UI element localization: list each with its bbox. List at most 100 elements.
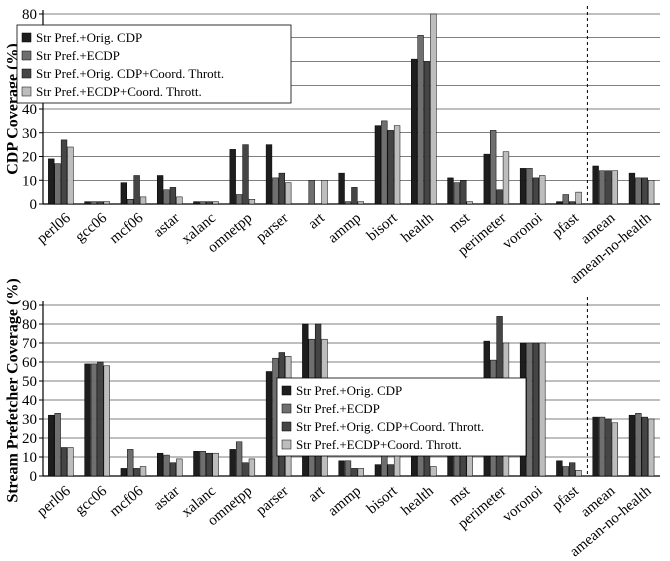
bar (539, 342, 546, 477)
y-tick-label: 30 (22, 412, 37, 428)
y-tick-label: 80 (22, 317, 37, 333)
bar (605, 418, 612, 477)
bar (635, 177, 642, 205)
category-label: ammp (325, 483, 364, 519)
bar (265, 144, 273, 205)
category-label: ammp (325, 210, 364, 246)
bar (127, 199, 134, 205)
bar (169, 462, 177, 477)
bar (90, 363, 98, 477)
bar (374, 125, 382, 205)
bar (67, 447, 74, 477)
category-label: pfast (549, 210, 582, 242)
legend-box (276, 377, 527, 457)
bar (466, 201, 473, 205)
bar (127, 449, 134, 477)
bar (169, 187, 177, 205)
category-label: mst (446, 210, 474, 237)
bar (338, 460, 345, 477)
y-tick-label: 90 (22, 298, 37, 314)
legend-label: Str Pref.+Orig. CDP+Coord. Thrott. (296, 419, 484, 434)
bar (139, 196, 147, 205)
y-tick-label: 40 (22, 102, 37, 118)
y-tick-label: 20 (22, 431, 37, 447)
category-label: mcf06 (107, 483, 147, 520)
y-tick-label: 80 (22, 7, 37, 23)
bar (539, 175, 546, 205)
bar (556, 201, 563, 205)
category-label: astar (151, 483, 183, 513)
bar (648, 418, 655, 477)
category-label: health (398, 483, 437, 519)
legend-swatch (281, 403, 292, 414)
y-tick-label: 30 (22, 126, 37, 142)
legend-label: Str Pref.+ECDP (296, 401, 380, 416)
bar (387, 464, 394, 477)
bar (90, 201, 98, 205)
bar (430, 466, 437, 477)
bar (229, 149, 236, 205)
bar (48, 158, 55, 205)
category-label: voronoi (500, 210, 546, 252)
bar (272, 177, 279, 205)
bar (176, 458, 183, 477)
category-label: mst (446, 483, 474, 510)
category-label: bisort (364, 483, 401, 518)
bar (598, 170, 606, 205)
bar (120, 468, 127, 477)
bar (417, 35, 424, 205)
y-tick-label: 10 (22, 173, 37, 189)
y-tick-label: 60 (22, 355, 37, 371)
bar (592, 416, 599, 477)
category-label: art (306, 210, 329, 233)
bar (133, 175, 140, 205)
bar (569, 201, 576, 205)
y-tick-label: 20 (22, 150, 37, 166)
bar (447, 177, 454, 205)
bar (393, 125, 401, 205)
bar (84, 201, 91, 205)
bar (592, 165, 599, 205)
bar (562, 466, 569, 477)
legend-label: Str Pref.+ECDP (36, 48, 120, 63)
bar (156, 452, 164, 477)
bar (48, 414, 55, 477)
bar (248, 199, 256, 205)
bar (60, 139, 68, 205)
legend-swatch (21, 50, 32, 61)
legend-swatch (281, 385, 292, 396)
bar (526, 342, 533, 477)
bar (308, 180, 315, 205)
bar (103, 365, 110, 477)
bar (393, 452, 401, 477)
bar (611, 422, 619, 477)
bar (133, 468, 140, 477)
bar (496, 189, 503, 205)
bar (635, 413, 642, 477)
legend-label: Str Pref.+Orig. CDP+Coord. Thrott. (36, 66, 224, 81)
bar (97, 201, 104, 205)
bar (628, 172, 636, 205)
bar (532, 177, 540, 205)
bar (242, 462, 249, 477)
category-label: perl06 (34, 210, 74, 247)
bar (381, 120, 388, 205)
category-label: parser (253, 483, 291, 519)
legend-box (16, 24, 292, 104)
category-label: gcc06 (72, 483, 110, 519)
bar (628, 414, 636, 477)
bar (344, 201, 352, 205)
bar (575, 470, 582, 477)
bar (206, 452, 213, 477)
bar (235, 194, 243, 205)
legend-swatch (281, 439, 292, 450)
legend-swatch (21, 86, 32, 97)
bar (598, 416, 606, 477)
bar (242, 144, 249, 205)
bar (67, 146, 74, 205)
bar (532, 342, 540, 477)
bar (212, 452, 219, 477)
bar (199, 451, 206, 477)
